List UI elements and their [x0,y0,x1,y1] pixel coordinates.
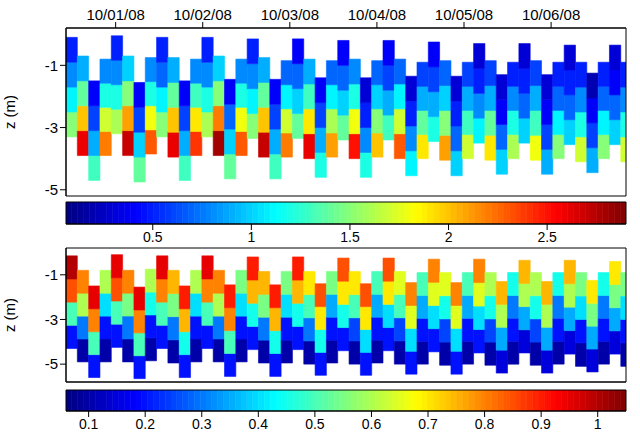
svg-text:10/04/08: 10/04/08 [348,6,406,23]
svg-text:0.1: 0.1 [79,416,99,431]
svg-text:0.5: 0.5 [305,416,325,431]
svg-text:-5: -5 [45,355,58,372]
svg-text:-3: -3 [45,119,58,136]
svg-text:-1: -1 [45,57,58,74]
svg-text:-1: -1 [45,266,58,283]
svg-text:0.5: 0.5 [143,229,163,244]
svg-text:0.7: 0.7 [418,416,438,431]
svg-text:10/03/08: 10/03/08 [261,6,319,23]
svg-text:-5: -5 [45,181,58,198]
svg-text:1.5: 1.5 [340,229,360,244]
svg-text:0.8: 0.8 [475,416,495,431]
svg-text:10/05/08: 10/05/08 [435,6,493,23]
svg-text:0.9: 0.9 [531,416,551,431]
svg-text:-3: -3 [45,311,58,328]
svg-text:z (m): z (m) [1,95,18,129]
svg-text:2.5: 2.5 [537,229,557,244]
svg-text:0.2: 0.2 [135,416,155,431]
svg-text:1: 1 [594,416,602,431]
svg-text:0.4: 0.4 [249,416,269,431]
svg-text:0.3: 0.3 [192,416,212,431]
svg-text:10/02/08: 10/02/08 [174,6,232,23]
svg-text:10/01/08: 10/01/08 [86,6,144,23]
svg-text:1: 1 [247,229,255,244]
svg-text:z (m): z (m) [1,298,18,332]
svg-text:0.6: 0.6 [362,416,382,431]
svg-text:10/06/08: 10/06/08 [522,6,580,23]
svg-text:2: 2 [445,229,453,244]
